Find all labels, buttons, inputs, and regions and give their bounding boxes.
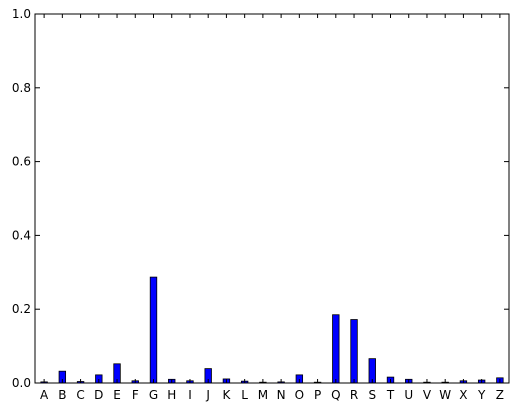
- x-tick-label-k: K: [222, 388, 231, 402]
- x-tick-label-f: F: [132, 388, 139, 402]
- x-tick-label-y: Y: [477, 388, 486, 402]
- x-tick-label-g: G: [149, 388, 158, 402]
- x-tick-label-z: Z: [496, 388, 504, 402]
- x-tick-label-p: P: [314, 388, 321, 402]
- x-tick-label-c: C: [76, 388, 84, 402]
- x-tick-label-x: X: [459, 388, 467, 402]
- x-tick-label-n: N: [277, 388, 286, 402]
- y-tick-label-4: 0.8: [12, 81, 31, 95]
- bar-r: [350, 319, 358, 384]
- x-tick-label-j: J: [205, 388, 210, 402]
- x-tick-label-t: T: [386, 388, 395, 402]
- x-tick-label-m: M: [258, 388, 268, 402]
- x-tick-label-b: B: [58, 388, 66, 402]
- bar-q: [332, 314, 340, 384]
- x-tick-label-w: W: [439, 388, 451, 402]
- x-tick-label-l: L: [241, 388, 248, 402]
- x-tick-label-o: O: [295, 388, 304, 402]
- x-tick-label-h: H: [167, 388, 176, 402]
- bar-g: [149, 276, 158, 384]
- x-tick-label-d: D: [94, 388, 103, 402]
- x-tick-label-e: E: [113, 388, 121, 402]
- x-tick-label-r: R: [350, 388, 358, 402]
- x-tick-label-q: Q: [331, 388, 340, 402]
- y-tick-label-3: 0.6: [12, 155, 31, 169]
- x-tick-label-a: A: [40, 388, 49, 402]
- plot-frame: [34, 13, 510, 384]
- y-axis-ticks: 0.0 0.2 0.4 0.6 0.8 1.0: [12, 7, 509, 390]
- y-tick-label-5: 1.0: [12, 7, 31, 21]
- plot-area: [35, 14, 509, 383]
- x-tick-label-u: U: [404, 388, 413, 402]
- x-tick-label-i: I: [188, 388, 192, 402]
- y-tick-label-0: 0.0: [12, 376, 31, 390]
- y-tick-label-2: 0.4: [12, 228, 31, 242]
- y-tick-label-1: 0.2: [12, 302, 31, 316]
- x-tick-label-s: S: [368, 388, 376, 402]
- x-tick-label-v: V: [423, 388, 432, 402]
